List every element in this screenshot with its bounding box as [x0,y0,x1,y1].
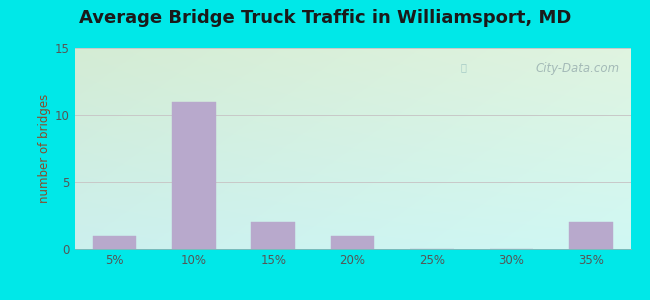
Text: 🔍: 🔍 [461,62,467,72]
Bar [331,236,374,249]
Text: City-Data.com: City-Data.com [535,62,619,75]
Bar [92,236,136,249]
Bar [172,102,216,249]
Text: Average Bridge Truck Traffic in Williamsport, MD: Average Bridge Truck Traffic in Williams… [79,9,571,27]
Y-axis label: number of bridges: number of bridges [38,94,51,203]
Bar [569,222,613,249]
Bar [252,222,295,249]
